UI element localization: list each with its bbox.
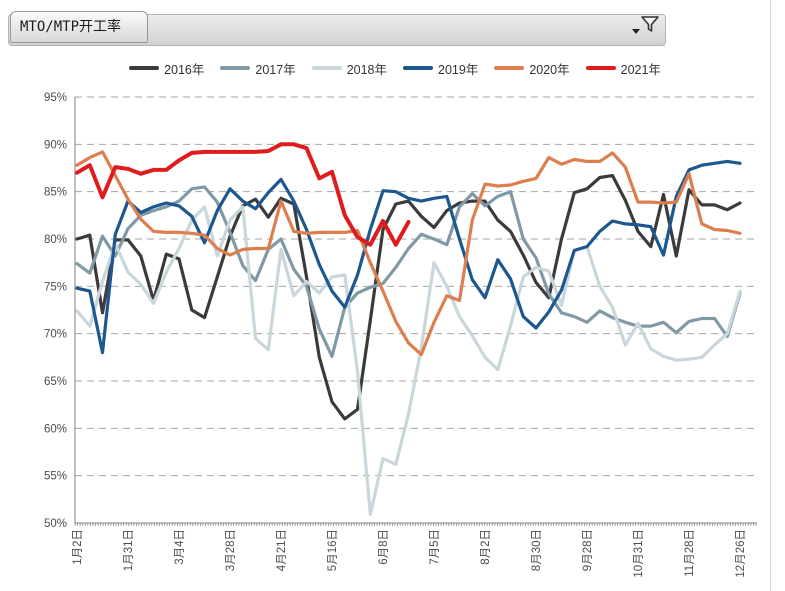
y-axis-label: 95% — [44, 92, 67, 104]
legend-label: 2018年 — [346, 62, 387, 77]
legend-item-2020[interactable]: 2020年 — [494, 59, 570, 78]
x-axis-label: 1月31日 — [123, 529, 135, 571]
legend-item-2017[interactable]: 2017年 — [220, 59, 296, 78]
legend-swatch — [311, 66, 342, 70]
legend-label: 2016年 — [164, 62, 205, 77]
legend-label: 2020年 — [529, 62, 570, 77]
series-line-2020 — [75, 150, 742, 357]
x-axis-label: 6月8日 — [378, 529, 390, 565]
series-line-2017 — [75, 185, 742, 358]
legend-swatch — [403, 66, 433, 70]
legend-item-2016[interactable]: 2016年 — [129, 59, 204, 78]
chart-legend: 2016年 2017年 2018年 2019年 2020年 2021年 — [75, 58, 715, 78]
series-line-2021 — [75, 142, 411, 247]
legend-label: 2017年 — [255, 62, 296, 77]
legend-label: 2021年 — [620, 62, 661, 77]
legend-swatch — [129, 66, 160, 70]
legend-swatch — [585, 66, 616, 70]
legend-swatch — [494, 66, 525, 70]
legend-item-2018[interactable]: 2018年 — [311, 59, 387, 78]
caret-down-icon[interactable] — [632, 29, 640, 34]
legend-swatch — [220, 66, 251, 70]
series-line-2019 — [75, 159, 742, 355]
y-axis-label: 50% — [44, 518, 67, 530]
x-axis-label: 9月28日 — [582, 529, 594, 571]
legend-label: 2019年 — [438, 62, 479, 77]
filter-button[interactable] — [630, 13, 664, 41]
y-axis-label: 55% — [44, 471, 67, 483]
y-axis-label: 85% — [44, 187, 67, 199]
x-axis-label: 3月28日 — [225, 529, 237, 571]
x-axis-label: 11月28日 — [684, 529, 696, 577]
x-axis-label: 7月5日 — [429, 529, 441, 565]
y-axis-label: 65% — [44, 376, 67, 388]
x-axis-label: 8月2日 — [480, 529, 492, 565]
series-line-2018 — [75, 205, 742, 517]
legend-item-2021[interactable]: 2021年 — [585, 59, 661, 78]
legend-item-2019[interactable]: 2019年 — [403, 59, 478, 78]
x-axis-label: 3月4日 — [174, 529, 186, 565]
x-axis-label: 10月31日 — [633, 529, 645, 578]
y-axis-label: 90% — [44, 139, 67, 151]
y-axis-label: 60% — [44, 423, 67, 435]
x-axis-label: 8月30日 — [531, 529, 543, 571]
x-axis-label: 12月26日 — [735, 529, 747, 578]
y-axis-label: 70% — [44, 329, 67, 341]
x-axis-ticks — [74, 523, 757, 526]
x-axis-label: 4月21日 — [276, 529, 288, 571]
pane-divider — [770, 0, 771, 591]
x-axis-label: 5月16日 — [327, 529, 339, 571]
y-axis-label: 80% — [44, 234, 67, 246]
tab-mto-mtp[interactable]: MTO/MTP开工率 — [10, 11, 148, 43]
x-axis-label: 1月2日 — [72, 529, 84, 565]
funnel-icon[interactable] — [640, 15, 660, 35]
y-axis-label: 75% — [44, 281, 67, 293]
series-line-2016 — [75, 174, 742, 421]
